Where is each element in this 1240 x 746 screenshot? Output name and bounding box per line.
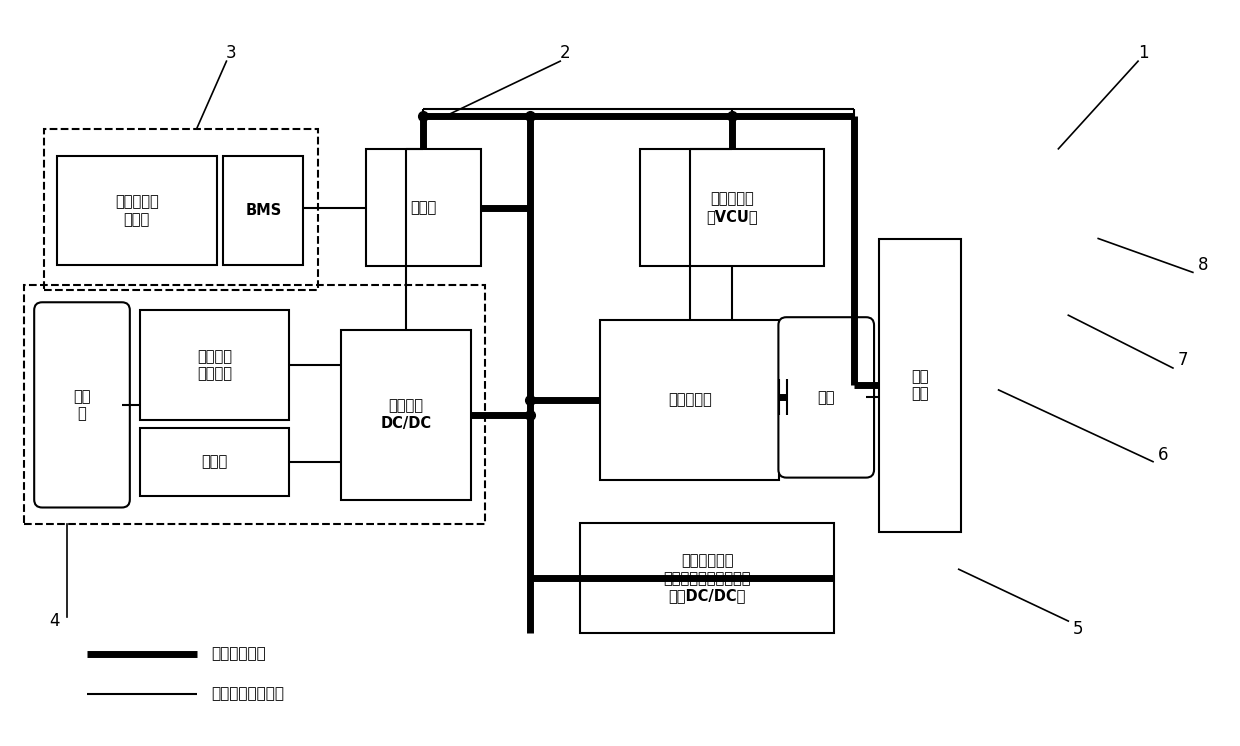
Text: 电机控制器: 电机控制器	[668, 392, 712, 407]
Bar	[580, 524, 835, 633]
Text: 3: 3	[226, 44, 237, 62]
Text: 传动
机构: 传动 机构	[911, 369, 929, 401]
Bar	[57, 156, 217, 266]
Text: 配电箱: 配电箱	[410, 200, 436, 215]
FancyBboxPatch shape	[779, 317, 874, 477]
Bar	[25, 285, 485, 524]
Text: 氢系
统: 氢系 统	[73, 389, 91, 421]
FancyBboxPatch shape	[35, 302, 130, 507]
Text: 8: 8	[1198, 257, 1208, 275]
Text: 4: 4	[48, 612, 60, 630]
Text: 整车控制器
（VCU）: 整车控制器 （VCU）	[707, 192, 758, 224]
Text: 子系统: 子系统	[201, 454, 228, 469]
Text: 电机: 电机	[817, 390, 835, 405]
Bar	[341, 330, 470, 500]
Bar	[45, 129, 319, 290]
Text: 锂离子动力
电池组: 锂离子动力 电池组	[115, 195, 159, 227]
Bar	[140, 427, 289, 495]
Bar	[640, 149, 825, 266]
Text: 6: 6	[1158, 445, 1168, 464]
Text: 高压电气连接: 高压电气连接	[212, 647, 267, 662]
Text: 燃料电池
反应系统: 燃料电池 反应系统	[197, 349, 232, 381]
Text: 2: 2	[560, 44, 570, 62]
Text: BMS: BMS	[246, 203, 281, 218]
Bar	[879, 239, 961, 533]
Bar	[223, 156, 304, 266]
Bar	[140, 310, 289, 420]
Text: 7: 7	[1178, 351, 1188, 369]
Text: 5: 5	[1073, 620, 1084, 638]
Bar	[366, 149, 481, 266]
Text: 1: 1	[1138, 44, 1148, 62]
Text: 燃料电池
DC/DC: 燃料电池 DC/DC	[381, 398, 432, 431]
Text: 低压控制信号连接: 低压控制信号连接	[212, 686, 284, 701]
Bar	[600, 320, 780, 480]
Text: 整车其它负载
（空调、暖风、冷机、
辅助DC/DC）: 整车其它负载 （空调、暖风、冷机、 辅助DC/DC）	[663, 554, 751, 603]
